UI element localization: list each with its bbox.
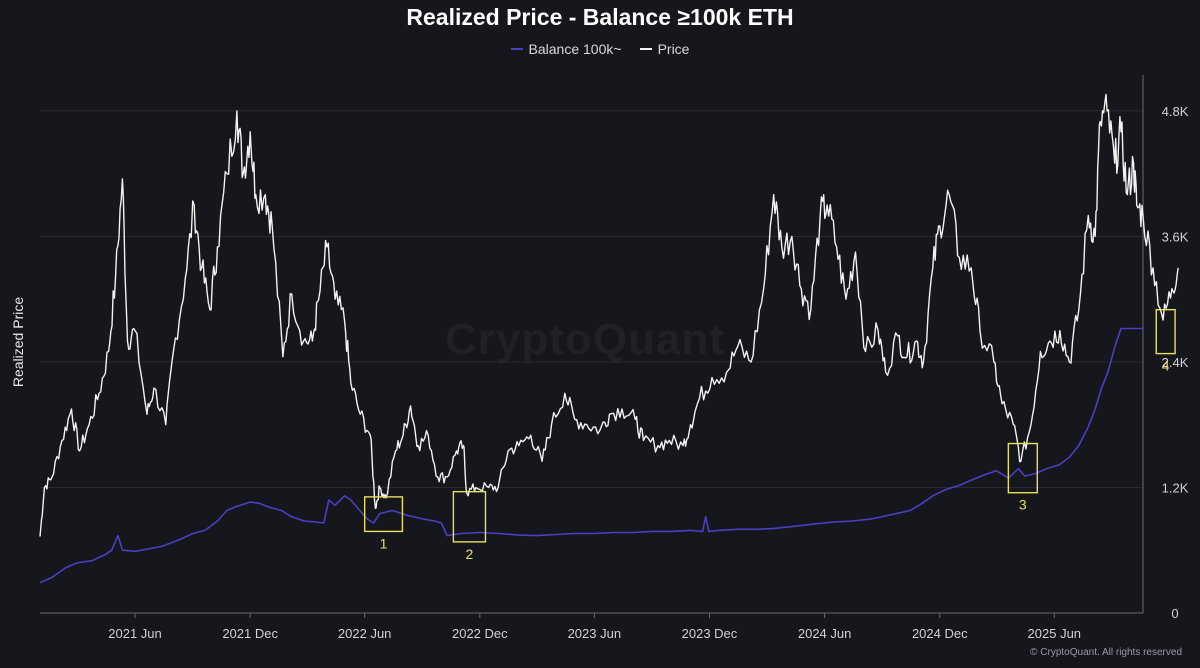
y-tick-label-1: 1.2K <box>1162 480 1189 495</box>
x-tick-label-8: 2025 Jun <box>1028 626 1082 641</box>
x-tick-label-3: 2022 Dec <box>452 626 508 641</box>
legend-item-balance[interactable]: Balance 100k~ <box>510 41 622 57</box>
legend: Balance 100k~ Price <box>0 41 1200 57</box>
annotation-label-1: 1 <box>380 535 388 551</box>
y-tick-label-3: 3.6K <box>1162 229 1189 244</box>
y-tick-label-2: 2.4K <box>1162 355 1189 370</box>
y-tick-label-0: 0 <box>1171 606 1178 621</box>
annotation-label-4: 4 <box>1162 358 1170 374</box>
series-line-balance <box>39 327 1143 584</box>
annotation-box-2 <box>452 490 487 543</box>
legend-swatch-price <box>639 48 652 50</box>
x-tick-label-0: 2021 Jun <box>108 626 162 641</box>
annotation-box-3 <box>1007 442 1038 494</box>
y-tick-label-4: 4.8K <box>1162 104 1189 119</box>
x-tick-label-6: 2024 Jun <box>798 626 852 641</box>
annotation-label-2: 2 <box>466 546 474 562</box>
copyright-notice: © CryptoQuant. All rights reserved <box>1030 647 1182 658</box>
legend-label-balance: Balance 100k~ <box>528 41 622 57</box>
x-tick-label-1: 2021 Dec <box>222 626 278 641</box>
annotation-box-1 <box>363 496 404 533</box>
legend-label-price: Price <box>657 41 690 57</box>
legend-swatch-balance <box>510 48 523 50</box>
legend-item-price[interactable]: Price <box>639 41 690 57</box>
x-tick-label-2: 2022 Jun <box>338 626 392 641</box>
x-tick-label-5: 2023 Dec <box>682 626 738 641</box>
watermark: CryptoQuant <box>445 315 725 365</box>
annotation-label-3: 3 <box>1019 497 1027 513</box>
x-tick-label-4: 2023 Jun <box>568 626 622 641</box>
chart-title: Realized Price - Balance ≥100k ETH <box>406 4 794 30</box>
series-line-price <box>39 93 1179 537</box>
x-tick-label-7: 2024 Dec <box>912 626 968 641</box>
annotation-box-4 <box>1155 308 1176 355</box>
